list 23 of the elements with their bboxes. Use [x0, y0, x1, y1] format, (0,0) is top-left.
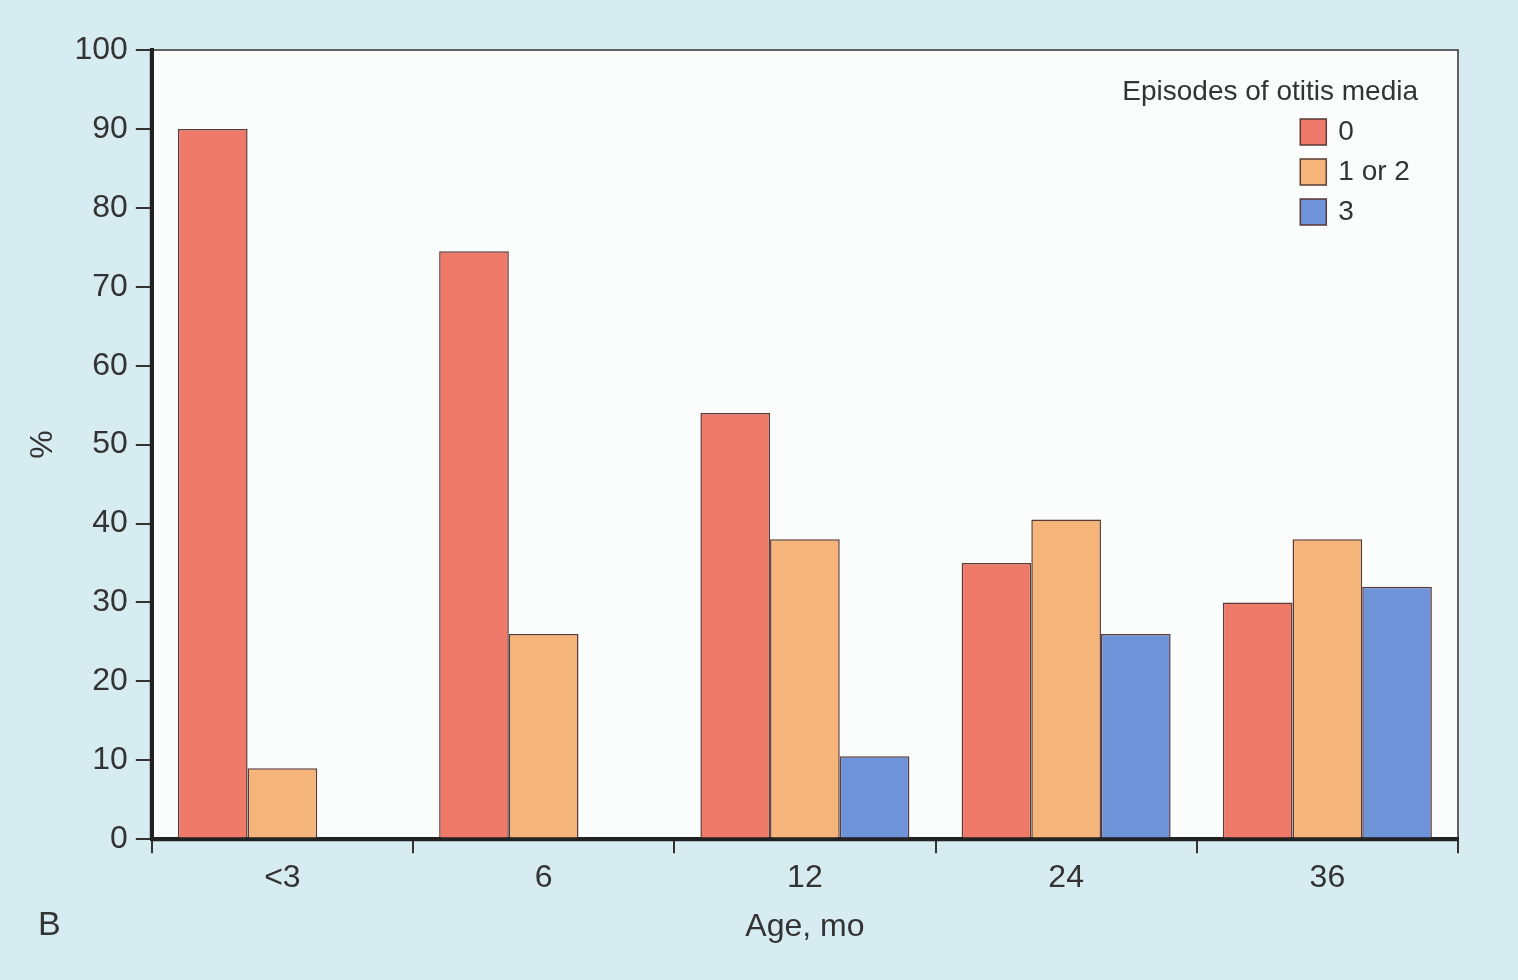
x-axis-title: Age, mo	[745, 906, 865, 943]
x-tick-label: <3	[264, 858, 301, 895]
x-tick-label: 36	[1309, 858, 1346, 895]
x-tick-label: 6	[534, 858, 553, 895]
y-tick-label: 40	[92, 503, 128, 540]
y-tick-label: 0	[109, 819, 128, 856]
y-tick-label: 80	[92, 187, 128, 224]
y-tick-label: 100	[74, 29, 128, 66]
legend-label: 0	[1338, 114, 1354, 146]
text: B	[38, 904, 61, 942]
y-tick-label: 20	[92, 661, 128, 698]
legend-title: Episodes of otitis media	[1122, 74, 1419, 106]
y-tick-label: 30	[92, 582, 128, 619]
legend-label: 3	[1338, 194, 1354, 226]
y-tick-label: 90	[92, 108, 128, 145]
y-tick-label: 50	[92, 424, 128, 461]
y-tick-label: 70	[92, 266, 128, 303]
legend-label: 1 or 2	[1338, 154, 1410, 186]
y-axis-title: %	[23, 430, 60, 459]
x-tick-label: 24	[1048, 858, 1084, 895]
y-tick-label: 10	[92, 740, 128, 777]
x-tick-label: 12	[787, 858, 823, 895]
y-tick-label: 60	[92, 345, 128, 382]
